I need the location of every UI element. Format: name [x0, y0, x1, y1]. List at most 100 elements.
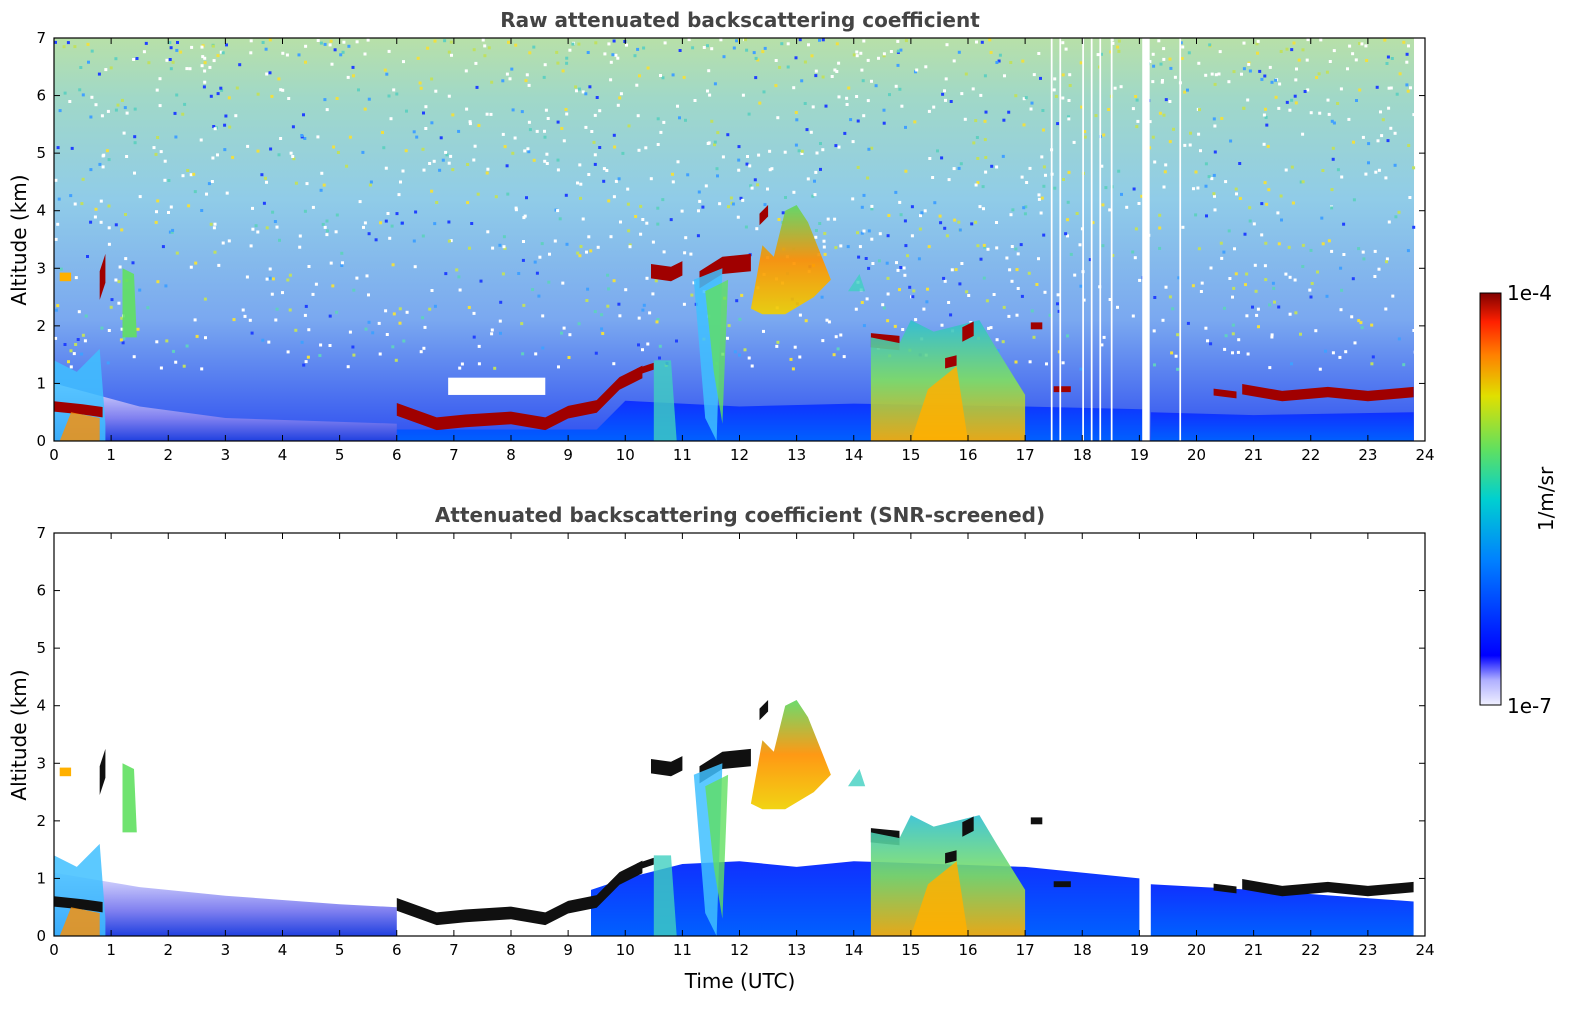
noise-speckle: [412, 239, 416, 243]
noise-speckle: [743, 38, 747, 42]
heatmap-image: [54, 38, 1417, 441]
noise-speckle: [281, 88, 285, 92]
noise-speckle: [910, 234, 914, 238]
y-tick-label: 0: [36, 927, 46, 945]
panel-title: Raw attenuated backscattering coefficien…: [500, 8, 980, 32]
noise-speckle: [908, 285, 912, 289]
noise-speckle: [367, 293, 370, 297]
noise-speckle: [106, 109, 110, 113]
x-tick-label: 8: [506, 941, 516, 959]
noise-speckle: [1387, 220, 1391, 224]
x-tick-label: 9: [563, 446, 573, 464]
noise-speckle: [768, 149, 772, 153]
noise-speckle: [1028, 166, 1032, 170]
noise-speckle: [1132, 187, 1136, 191]
noise-speckle: [238, 63, 242, 67]
noise-speckle: [917, 257, 921, 261]
noise-speckle: [1358, 88, 1362, 92]
noise-speckle: [314, 282, 318, 286]
noise-speckle: [203, 69, 207, 73]
noise-speckle: [639, 232, 643, 236]
noise-speckle: [1229, 139, 1233, 143]
noise-speckle: [165, 339, 169, 343]
noise-speckle: [502, 245, 506, 249]
noise-speckle: [1104, 186, 1108, 190]
cloud-layer: [962, 816, 974, 837]
noise-speckle: [1244, 283, 1247, 287]
noise-speckle: [413, 265, 417, 269]
noise-speckle: [1117, 39, 1121, 43]
noise-speckle: [1262, 113, 1266, 117]
noise-speckle: [377, 321, 381, 325]
noise-speckle: [867, 147, 871, 151]
noise-speckle: [1406, 89, 1410, 93]
noise-speckle: [594, 351, 598, 355]
low-cloud-layer: [1242, 879, 1414, 897]
x-tick-label: 16: [958, 941, 977, 959]
noise-speckle: [158, 77, 162, 81]
noise-speckle: [601, 332, 605, 335]
noise-speckle: [886, 319, 890, 323]
noise-speckle: [763, 46, 767, 50]
noise-speckle: [805, 128, 809, 132]
noise-speckle: [1316, 270, 1319, 274]
noise-speckle: [490, 328, 494, 332]
noise-speckle: [1373, 275, 1377, 278]
noise-speckle: [1220, 256, 1224, 260]
noise-speckle: [256, 149, 260, 153]
noise-speckle: [1377, 267, 1381, 271]
noise-speckle: [983, 74, 987, 78]
noise-speckle: [1367, 161, 1370, 165]
noise-speckle: [833, 68, 837, 72]
noise-speckle: [281, 51, 285, 55]
noise-speckle: [73, 202, 77, 206]
noise-speckle: [265, 277, 269, 281]
noise-speckle: [738, 353, 741, 357]
noise-speckle: [213, 250, 217, 254]
noise-speckle: [574, 85, 578, 89]
noise-speckle: [1393, 163, 1397, 167]
noise-speckle: [593, 162, 597, 166]
noise-speckle: [381, 131, 384, 134]
noise-speckle: [1180, 57, 1184, 60]
noise-speckle: [268, 38, 272, 42]
noise-speckle: [1044, 173, 1047, 177]
noise-speckle: [105, 149, 109, 153]
noise-speckle: [612, 362, 616, 366]
noise-speckle: [1067, 117, 1071, 121]
cloud-fragment: [1053, 881, 1071, 888]
noise-speckle: [600, 327, 604, 331]
noise-speckle: [656, 222, 660, 226]
noise-speckle: [445, 153, 449, 157]
noise-speckle: [809, 130, 813, 134]
noise-speckle: [854, 307, 858, 311]
noise-speckle: [609, 235, 613, 239]
noise-speckle: [967, 294, 971, 297]
noise-speckle: [144, 41, 148, 45]
noise-speckle: [447, 94, 451, 98]
noise-speckle: [1384, 176, 1388, 180]
x-tick-label: 3: [221, 446, 231, 464]
noise-speckle: [1264, 278, 1268, 282]
x-tick-label: 24: [1415, 941, 1434, 959]
noise-speckle: [213, 127, 217, 131]
noise-speckle: [814, 69, 818, 73]
noise-speckle: [371, 331, 375, 335]
noise-speckle: [1218, 50, 1222, 54]
noise-speckle: [607, 287, 611, 291]
noise-speckle: [455, 268, 459, 272]
noise-speckle: [1276, 211, 1280, 215]
noise-speckle: [847, 86, 851, 90]
noise-speckle: [1317, 72, 1321, 76]
noise-speckle: [1391, 294, 1395, 298]
noise-speckle: [1285, 100, 1289, 104]
noise-speckle: [943, 226, 947, 230]
noise-speckle: [505, 164, 509, 168]
noise-speckle: [986, 247, 990, 251]
noise-speckle: [1325, 294, 1329, 298]
noise-speckle: [813, 179, 816, 183]
noise-speckle: [1270, 80, 1274, 84]
cloud-layer: [945, 355, 957, 369]
noise-speckle: [1325, 70, 1329, 74]
noise-speckle: [351, 65, 355, 69]
